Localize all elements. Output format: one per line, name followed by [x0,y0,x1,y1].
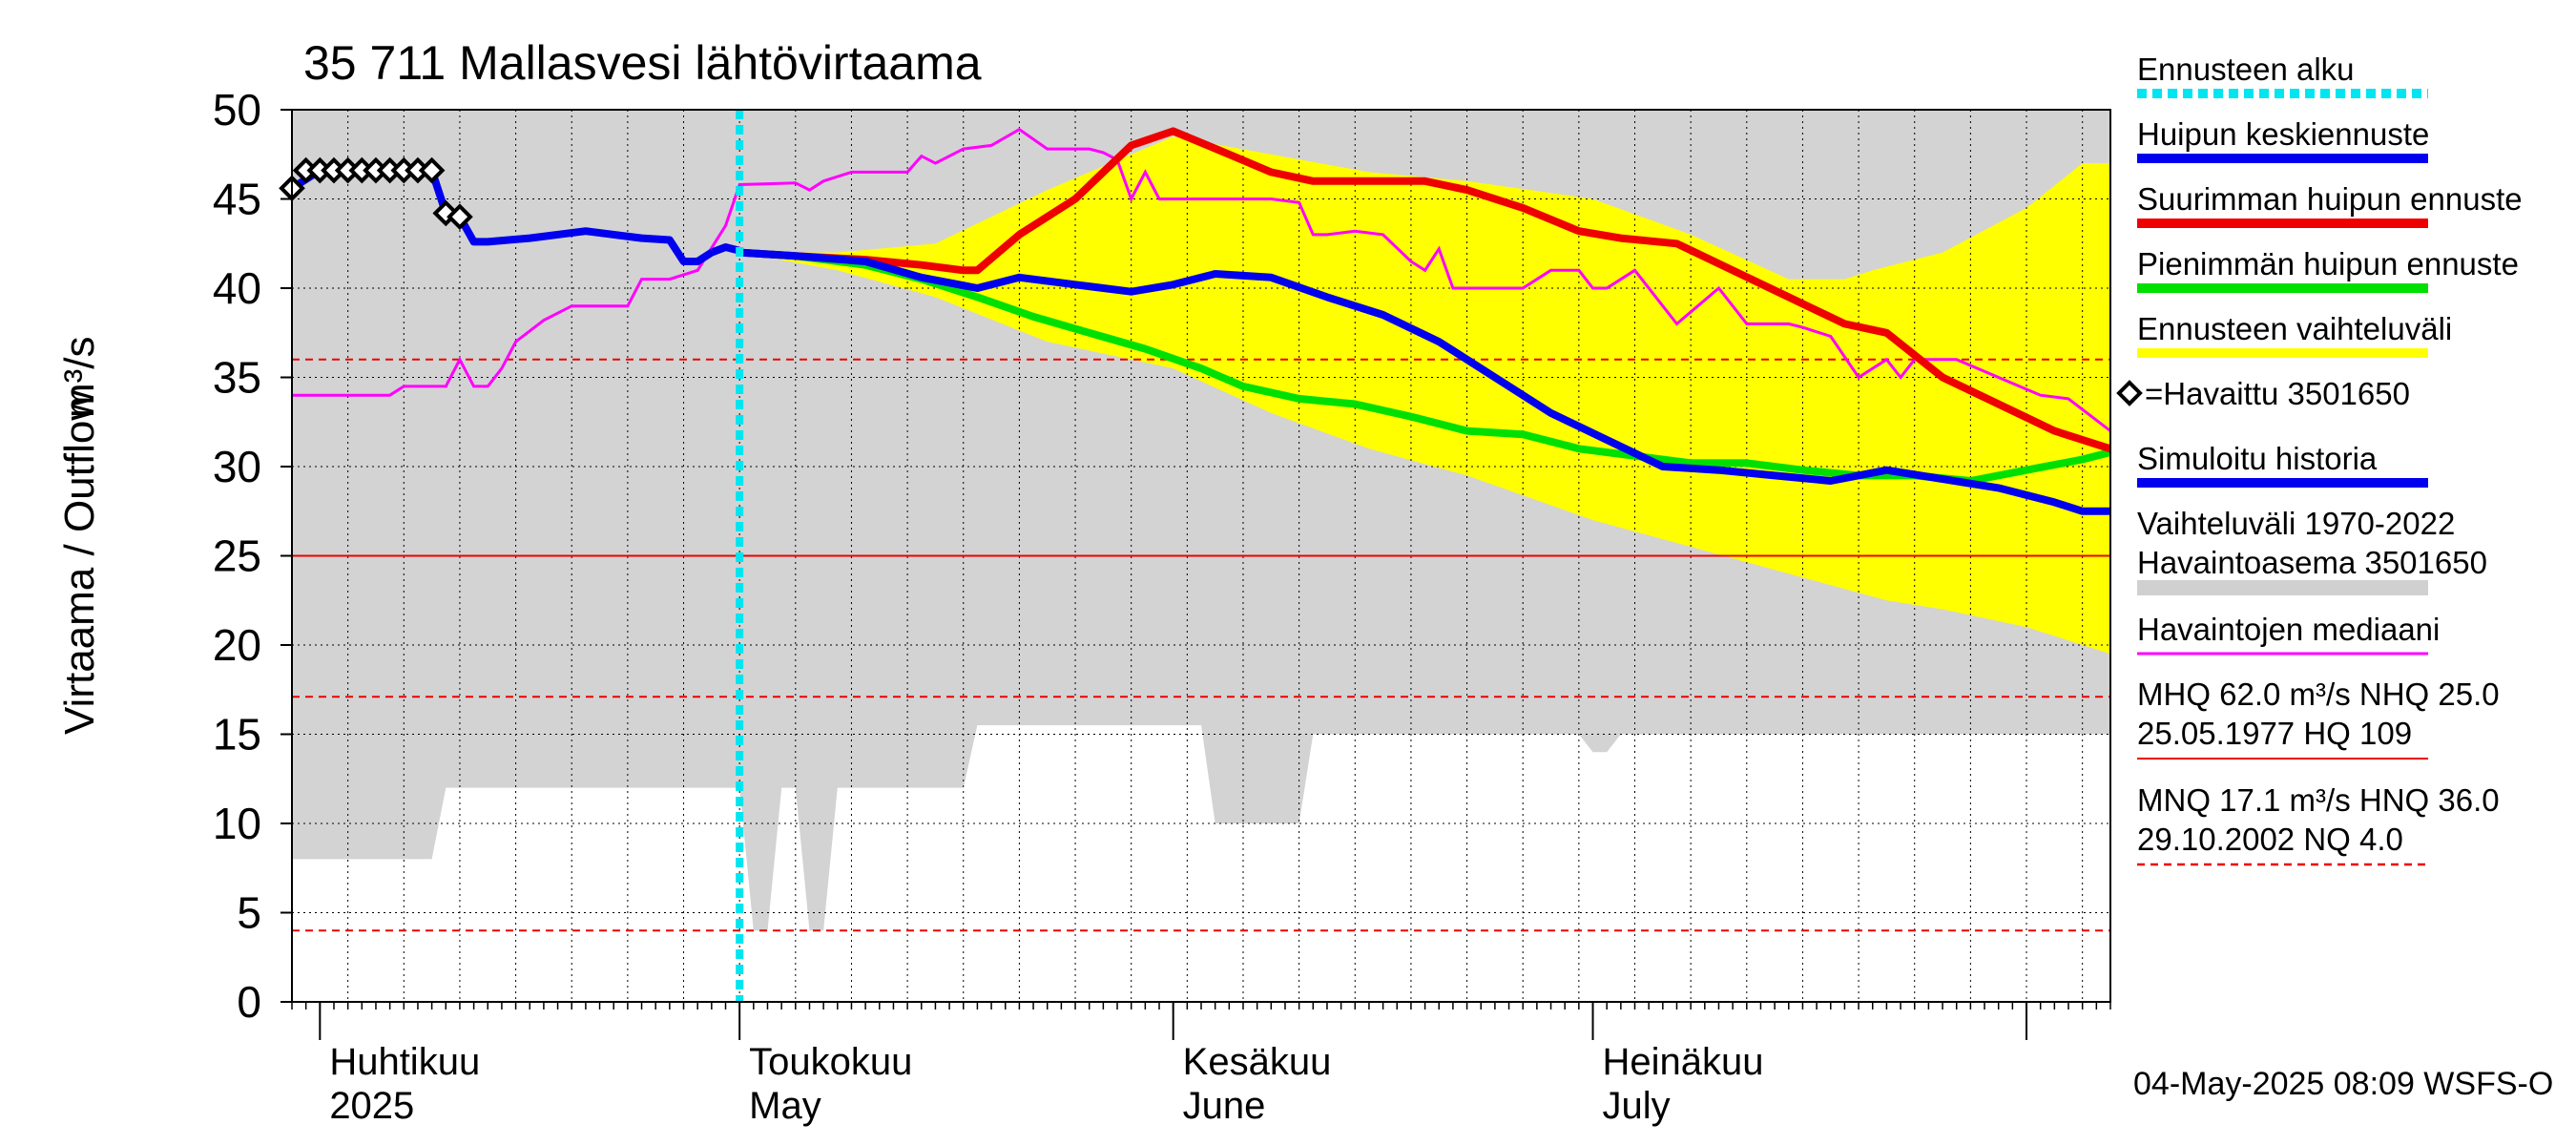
legend-label-mean: Huipun keskiennuste [2137,116,2429,152]
y-tick-label: 5 [237,888,261,938]
legend-label-min: Pienimmän huipun ennuste [2137,246,2519,281]
x-month-sublabel: May [749,1085,821,1127]
y-tick-label: 0 [237,977,261,1027]
legend-label-simulated: Simuloitu historia [2137,441,2378,476]
legend-label-median: Havaintojen mediaani [2137,612,2440,647]
timestamp-footer: 04-May-2025 08:09 WSFS-O [2133,1066,2553,1102]
series-max-forecast-line [738,127,2110,453]
legend-label-hist_range: Vaihteluväli 1970-2022 [2137,506,2455,541]
legend-label2-hist_range: Havaintoasema 3501650 [2137,545,2487,580]
x-month-sublabel: July [1603,1085,1671,1127]
x-month-sublabel: June [1183,1085,1266,1127]
y-tick-label: 10 [213,799,261,848]
legend-label-max: Suurimman huipun ennuste [2137,181,2523,217]
x-month-label: Kesäkuu [1183,1041,1332,1083]
series-median-line [292,127,2110,432]
legend-label2-nhq: 25.05.1977 HQ 109 [2137,716,2412,751]
legend-label-observed: =Havaittu 3501650 [2145,376,2410,411]
y-tick-label: 25 [213,531,261,581]
axes: 05101520253035404550Huhtikuu2025Toukokuu… [213,85,2111,1127]
plot-area [279,110,2110,1002]
plot-content [292,110,2110,1002]
y-tick-label: 30 [213,442,261,491]
observed-point-marker [418,156,446,184]
forecast-range-band [739,136,2110,655]
y-tick-label: 35 [213,353,261,403]
legend-label-mnq: MNQ 17.1 m³/s HNQ 36.0 [2137,782,2500,818]
chart-title: 35 711 Mallasvesi lähtövirtaama [303,36,982,90]
y-tick-label: 20 [213,620,261,670]
y-axis-label: Virtaama / Outflow [56,390,103,735]
y-tick-label: 45 [213,175,261,224]
y-tick-label: 15 [213,710,261,760]
legend-swatch-observed [2116,380,2143,406]
legend-label-range: Ennusteen vaihteluväli [2137,311,2452,346]
x-month-label: Huhtikuu [329,1041,480,1083]
legend-label-nhq: MHQ 62.0 m³/s NHQ 25.0 [2137,677,2500,712]
legend: Ennusteen alku Huipun keskiennuste Suurimm… [2116,52,2523,866]
y-axis-unit: m³/s [56,336,103,418]
y-tick-label: 40 [213,263,261,313]
x-month-label: Toukokuu [749,1041,912,1083]
x-month-label: Heinäkuu [1603,1041,1764,1083]
legend-label2-mnq: 29.10.2002 NQ 4.0 [2137,822,2403,857]
observed-point-marker [447,203,473,231]
series-mean-forecast-line [738,248,2110,515]
y-tick-label: 50 [213,85,261,135]
legend-label-forecast_start: Ennusteen alku [2137,52,2355,87]
x-month-sublabel: 2025 [329,1085,414,1127]
